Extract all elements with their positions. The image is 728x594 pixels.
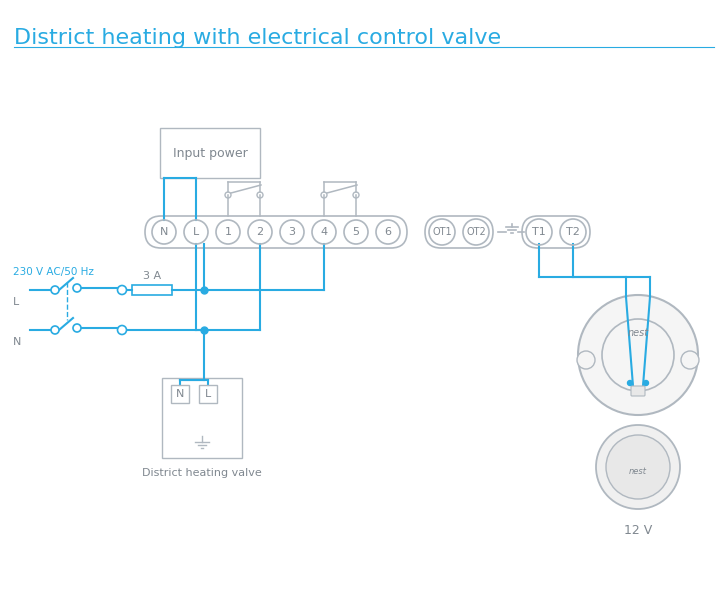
Circle shape [117,286,127,295]
Text: 4: 4 [320,227,328,237]
Text: 6: 6 [384,227,392,237]
Circle shape [117,326,127,334]
Text: nest: nest [628,328,649,338]
Circle shape [606,435,670,499]
Bar [171,385,189,403]
Text: 2: 2 [256,227,264,237]
Text: OT2: OT2 [466,227,486,237]
Circle shape [681,351,699,369]
Text: 230 V AC/50 Hz: 230 V AC/50 Hz [13,267,94,277]
Text: N: N [176,389,184,399]
Bar [160,128,260,178]
Circle shape [644,381,649,386]
Text: N: N [13,337,21,347]
Text: 5: 5 [352,227,360,237]
Text: L: L [13,297,19,307]
Bar [162,378,242,458]
Text: T1: T1 [532,227,546,237]
Text: nest: nest [629,467,647,476]
Circle shape [73,284,81,292]
Circle shape [628,381,633,386]
Text: L: L [193,227,199,237]
Circle shape [577,351,595,369]
Circle shape [578,295,698,415]
Text: 12 V: 12 V [624,524,652,537]
Text: 3 A: 3 A [143,271,161,281]
Circle shape [51,286,59,294]
Text: T2: T2 [566,227,580,237]
Text: OT1: OT1 [432,227,452,237]
Text: District heating valve: District heating valve [142,468,262,478]
Text: District heating with electrical control valve: District heating with electrical control… [14,28,501,48]
Bar [132,285,172,295]
FancyBboxPatch shape [631,386,645,396]
Text: 3: 3 [288,227,296,237]
Text: L: L [205,389,211,399]
Circle shape [596,425,680,509]
Text: N: N [160,227,168,237]
Circle shape [51,326,59,334]
Circle shape [73,324,81,332]
Text: 1: 1 [224,227,232,237]
Text: Input power: Input power [173,147,248,160]
Bar [199,385,217,403]
